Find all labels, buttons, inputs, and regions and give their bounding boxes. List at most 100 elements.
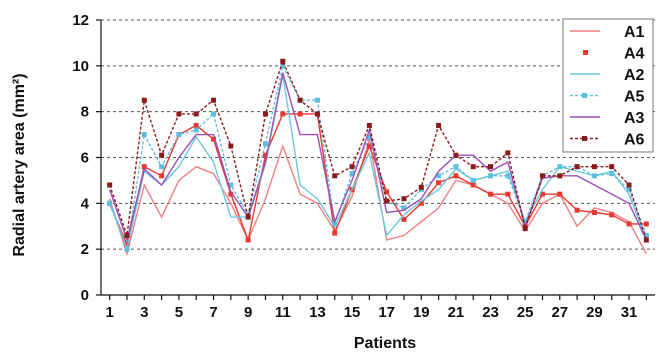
data-point-A5 bbox=[488, 173, 494, 179]
data-point-A6 bbox=[349, 164, 355, 170]
data-point-A6 bbox=[626, 182, 632, 188]
data-point-A5 bbox=[643, 232, 649, 238]
legend-item-A4: A4 bbox=[583, 46, 645, 63]
data-point-A6 bbox=[470, 164, 476, 170]
data-point-A6 bbox=[522, 226, 528, 232]
y-tick-label: 2 bbox=[81, 241, 89, 258]
data-point-A4 bbox=[159, 173, 165, 179]
data-point-A6 bbox=[401, 196, 407, 202]
data-point-A5 bbox=[453, 164, 459, 170]
x-tick-label: 31 bbox=[621, 304, 638, 321]
data-point-A6 bbox=[557, 173, 563, 179]
legend-marker bbox=[582, 93, 587, 98]
data-point-A4 bbox=[262, 152, 268, 158]
x-axis-title: Patients bbox=[354, 335, 416, 352]
data-point-A6 bbox=[574, 164, 580, 170]
data-point-A5 bbox=[522, 219, 528, 225]
data-point-A5 bbox=[176, 132, 182, 138]
data-point-A5 bbox=[366, 134, 372, 140]
legend-item-A3: A3 bbox=[570, 110, 645, 127]
series-lines bbox=[107, 58, 649, 257]
data-point-A4 bbox=[193, 122, 199, 128]
y-tick-label: 10 bbox=[72, 58, 89, 75]
legend-label: A5 bbox=[624, 89, 645, 106]
data-point-A6 bbox=[211, 97, 217, 103]
data-point-A4 bbox=[539, 191, 545, 197]
data-point-A4 bbox=[141, 164, 147, 170]
data-point-A4 bbox=[453, 173, 459, 179]
data-point-A5 bbox=[626, 187, 632, 193]
y-tick-label: 0 bbox=[81, 287, 89, 304]
data-point-A5 bbox=[349, 171, 355, 177]
x-tick-label: 15 bbox=[344, 304, 361, 321]
x-tick-label: 19 bbox=[413, 304, 430, 321]
legend-label: A6 bbox=[624, 132, 645, 149]
series-A1 bbox=[108, 138, 647, 257]
data-point-A5 bbox=[262, 141, 268, 147]
data-point-A4 bbox=[609, 212, 615, 218]
legend-label: A2 bbox=[624, 67, 645, 84]
x-tick-label: 21 bbox=[448, 304, 465, 321]
series-A6 bbox=[107, 58, 649, 243]
data-point-A4 bbox=[557, 191, 563, 197]
x-tick-label: 5 bbox=[175, 304, 183, 321]
series-line-A3 bbox=[108, 72, 647, 243]
x-tick-label: 11 bbox=[275, 304, 291, 321]
data-point-A6 bbox=[141, 97, 147, 103]
legend-marker bbox=[583, 50, 588, 55]
data-point-A4 bbox=[626, 221, 632, 227]
y-tick-label: 12 bbox=[72, 12, 89, 29]
x-tick-label: 29 bbox=[586, 304, 603, 321]
data-point-A6 bbox=[262, 111, 268, 117]
data-point-A4 bbox=[297, 111, 303, 117]
data-point-A5 bbox=[557, 164, 563, 170]
data-point-A4 bbox=[436, 180, 442, 186]
data-point-A6 bbox=[384, 198, 390, 204]
legend-label: A1 bbox=[624, 24, 645, 41]
data-point-A5 bbox=[193, 127, 199, 133]
data-point-A4 bbox=[418, 200, 424, 206]
data-point-A5 bbox=[314, 97, 320, 103]
data-point-A5 bbox=[470, 177, 476, 183]
data-point-A6 bbox=[591, 164, 597, 170]
data-point-A6 bbox=[159, 152, 165, 158]
data-point-A6 bbox=[453, 152, 459, 158]
data-point-A6 bbox=[314, 111, 320, 117]
data-point-A5 bbox=[159, 164, 165, 170]
legend-box bbox=[562, 18, 654, 153]
data-point-A6 bbox=[124, 232, 130, 238]
data-point-A4 bbox=[384, 189, 390, 195]
data-point-A6 bbox=[176, 111, 182, 117]
legend-label: A3 bbox=[624, 110, 645, 127]
data-point-A5 bbox=[107, 200, 113, 206]
y-axis-title: Radial artery area (mm²) bbox=[11, 73, 28, 256]
data-point-A6 bbox=[436, 122, 442, 128]
y-tick-label: 4 bbox=[81, 195, 90, 212]
data-point-A4 bbox=[591, 210, 597, 215]
x-tick-label: 7 bbox=[209, 304, 217, 321]
legend: A1 A4 A2 A5 A3 A6 bbox=[562, 18, 654, 153]
data-point-A4 bbox=[124, 242, 130, 248]
x-tick-label: 1 bbox=[105, 304, 113, 321]
data-point-A4 bbox=[401, 216, 407, 222]
data-point-A4 bbox=[366, 143, 372, 149]
data-point-A4 bbox=[332, 230, 338, 236]
data-point-A5 bbox=[124, 246, 130, 252]
data-point-A5 bbox=[591, 173, 597, 179]
data-point-A6 bbox=[297, 97, 303, 103]
x-tick-label: 13 bbox=[309, 304, 326, 321]
data-point-A4 bbox=[488, 191, 494, 197]
series-line-A6 bbox=[108, 59, 648, 241]
data-point-A5 bbox=[401, 205, 407, 211]
data-point-A6 bbox=[643, 237, 649, 243]
data-point-A6 bbox=[505, 150, 511, 156]
series-line-A2 bbox=[108, 74, 647, 252]
x-tick-label: 23 bbox=[482, 304, 499, 321]
data-point-A6 bbox=[228, 143, 234, 149]
x-tick-label: 27 bbox=[551, 304, 568, 321]
y-tick-label: 8 bbox=[81, 104, 89, 121]
series-A2 bbox=[108, 74, 647, 252]
